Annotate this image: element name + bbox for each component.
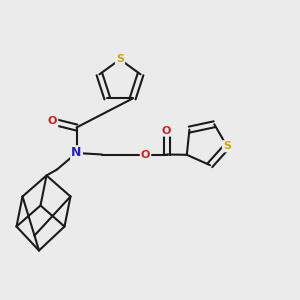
Text: O: O: [141, 149, 150, 160]
Text: O: O: [162, 125, 171, 136]
Text: O: O: [48, 116, 57, 127]
Text: N: N: [71, 146, 82, 160]
Text: S: S: [223, 141, 231, 151]
Text: S: S: [116, 54, 124, 64]
